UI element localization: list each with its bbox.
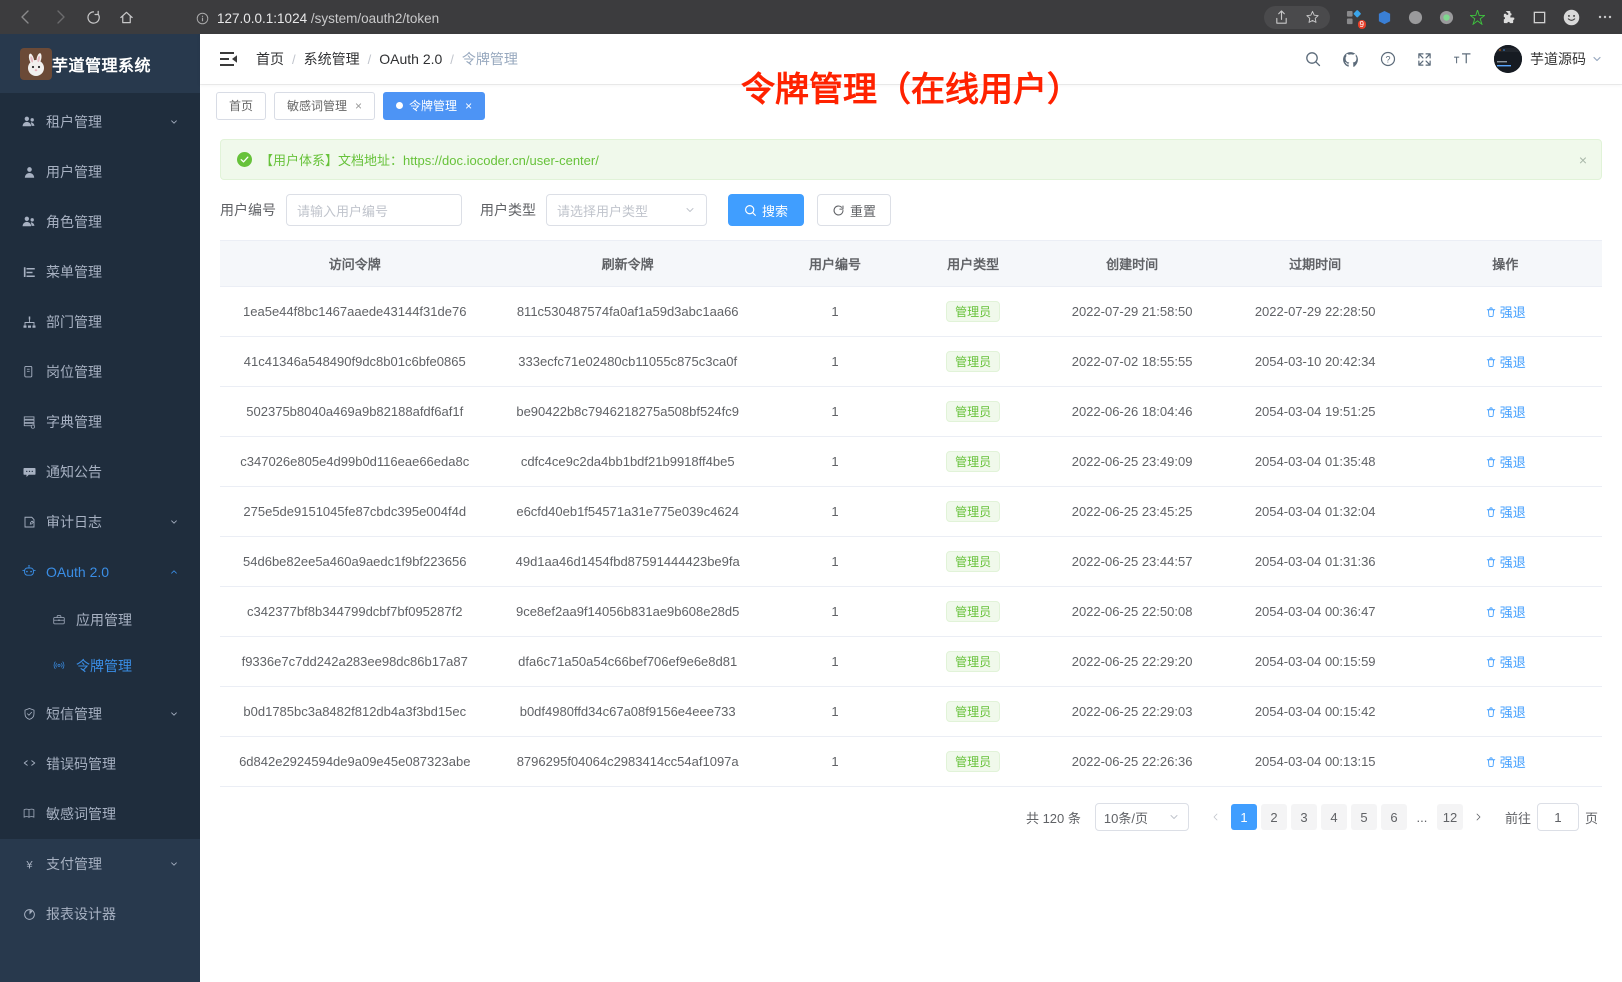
svg-text:¥: ¥: [25, 859, 33, 871]
svg-text:?: ?: [1385, 55, 1390, 65]
